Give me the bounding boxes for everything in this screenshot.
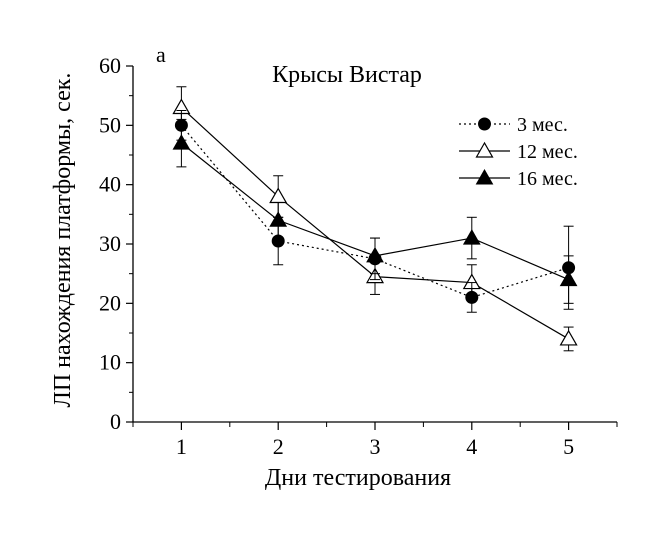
legend-item-1-marker: [478, 117, 491, 131]
series-3-point: [172, 134, 191, 150]
panel-label: a: [156, 42, 166, 67]
legend-item-3-label: 16 мес.: [517, 168, 578, 190]
y-tick-label: 30: [99, 231, 121, 256]
x-tick-label: 4: [466, 434, 477, 459]
legend-item-2-label: 12 мес.: [517, 141, 578, 163]
series-1: [174, 110, 576, 313]
series-1-point: [271, 234, 285, 248]
x-tick-label: 1: [176, 434, 187, 459]
x-tick-label: 2: [273, 434, 284, 459]
x-tick-label: 3: [370, 434, 381, 459]
y-tick-label: 40: [99, 172, 121, 197]
series-3-point: [462, 229, 481, 245]
y-tick-label: 20: [99, 290, 121, 315]
y-tick-label: 0: [110, 409, 121, 434]
series-1-point: [465, 290, 479, 304]
series-1-line: [180, 124, 569, 299]
series-2-point: [559, 329, 578, 346]
y-axis-label: ЛП нахождения платформы, сек.: [50, 73, 76, 408]
legend-item-3-marker: [475, 168, 494, 185]
y-tick-label: 10: [99, 350, 121, 375]
series-1-point: [562, 261, 576, 275]
legend: 3 мес. 12 мес. 16 мес.: [459, 114, 578, 190]
y-tick-label: 50: [99, 112, 121, 137]
x-tick-label: 5: [563, 434, 574, 459]
legend-item-1-label: 3 мес.: [517, 114, 568, 136]
axes: 0 10 20 30 40 50 60 1 2 3 4 5: [99, 53, 618, 459]
series-1-point: [368, 252, 382, 266]
y-tick-label: 60: [99, 53, 121, 78]
series-1-point: [174, 118, 188, 132]
x-axis-label: Дни тестирования: [265, 465, 451, 491]
plot-area: [172, 86, 578, 352]
series-2-line: [180, 107, 569, 340]
chart-title: Крысы Вистар: [272, 62, 422, 88]
legend-item-2-marker: [475, 141, 494, 158]
